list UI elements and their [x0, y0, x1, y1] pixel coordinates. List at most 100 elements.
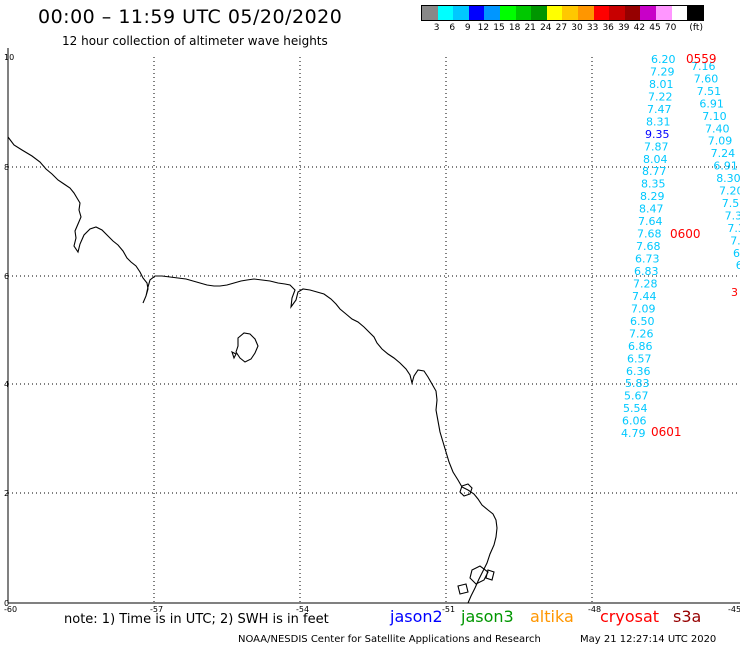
legend-swatch — [624, 6, 641, 20]
wave-height-label: 7.20 — [719, 185, 740, 198]
legend-label: (ft) — [689, 23, 703, 33]
generation-timestamp: May 21 12:27:14 UTC 2020 — [580, 634, 717, 645]
wave-height-label: 6.91 — [699, 97, 724, 110]
wave-height-label: 9.35 — [645, 128, 670, 141]
legend-label: 24 — [540, 23, 552, 33]
x-tick-label: -60 — [4, 605, 17, 614]
y-tick-label: 4 — [4, 380, 9, 389]
wave-height-label: 6.20 — [651, 53, 676, 66]
legend-swatch — [562, 6, 578, 20]
wave-height-label: 7.64 — [638, 215, 663, 228]
legend-swatch — [422, 6, 438, 20]
wave-height-label: 6.83 — [634, 265, 659, 278]
grid-lines — [8, 57, 740, 603]
tick-labels: -60 -57 -54 -51 -48 -45 0 2 4 6 8 10 — [4, 53, 740, 614]
legend-label: 12 — [477, 23, 490, 33]
wave-height-label: 4.79 — [621, 427, 646, 440]
legend-label: 45 — [649, 23, 661, 33]
legend-swatch — [546, 6, 563, 20]
time-label-0559: 0559 — [686, 52, 717, 66]
wave-height-label: 5.83 — [625, 377, 650, 390]
wave-height-label: 7.3 — [727, 222, 740, 235]
x-tick-label: -51 — [442, 605, 455, 614]
wave-height-label: 7.09 — [708, 135, 733, 148]
legend-swatch — [609, 6, 625, 20]
legend-swatch — [593, 6, 610, 20]
mission-cryosat: cryosat — [600, 607, 660, 626]
legend-label: 18 — [508, 23, 521, 33]
x-tick-label: -54 — [296, 605, 309, 614]
wave-track-left: 6.207.298.017.227.478.319.357.878.048.77… — [621, 53, 676, 440]
wave-height-label: 7.26 — [629, 327, 654, 340]
legend-label: 39 — [618, 23, 630, 33]
wave-track-right: 7.167.607.516.917.107.407.097.246.918.30… — [691, 60, 740, 299]
wave-height-label: 6 — [736, 259, 740, 272]
legend-swatch — [531, 6, 547, 20]
wave-height-label: 7.59 — [722, 197, 740, 210]
mission-jason2: jason2 — [390, 607, 443, 626]
credit-line: NOAA/NESDIS Center for Satellite Applica… — [238, 634, 541, 645]
legend-swatch — [655, 6, 672, 20]
wave-height-label: 7.0 — [730, 234, 740, 247]
wave-height-label: 8.29 — [640, 190, 665, 203]
legend-swatch — [437, 6, 454, 20]
color-legend: 3 6 9 12 15 18 21 24 27 30 33 36 39 42 45 70 (ft) — [421, 5, 704, 35]
wave-height-label: 7.24 — [711, 147, 736, 160]
coastline-main — [7, 136, 498, 604]
legend-labels: 3 6 9 12 15 18 21 24 27 30 33 36 39 42 45 70 (ft) — [421, 23, 704, 35]
wave-height-label: 6.57 — [627, 352, 652, 365]
y-tick-label: 10 — [4, 53, 14, 62]
x-tick-label: -57 — [150, 605, 163, 614]
wave-height-label: 8.30 — [716, 172, 740, 185]
map-frame — [7, 48, 740, 604]
legend-label: 42 — [633, 23, 646, 33]
wave-height-label: 8.31 — [646, 115, 671, 128]
wave-height-label: 5.67 — [624, 390, 649, 403]
wave-height-label: 6.50 — [630, 315, 655, 328]
wave-height-label: 6.73 — [635, 253, 660, 266]
x-tick-label: -48 — [588, 605, 601, 614]
wave-height-label: 7.47 — [647, 103, 672, 116]
wave-height-label: 7.16 — [691, 60, 716, 73]
wave-height-label: 6.86 — [628, 340, 653, 353]
legend-label: 33 — [586, 23, 599, 33]
time-label-0600: 0600 — [670, 227, 701, 241]
x-tick-label: -45 — [728, 605, 740, 614]
wave-height-label: 5.54 — [623, 402, 648, 415]
page-subtitle: 12 hour collection of altimeter wave hei… — [62, 34, 328, 48]
y-tick-label: 0 — [4, 599, 9, 608]
wave-height-label: 6. — [733, 247, 740, 260]
wave-height-label: 6.36 — [626, 365, 651, 378]
legend-label: 30 — [571, 23, 583, 33]
y-tick-label: 6 — [4, 272, 9, 281]
time-label-0601: 0601 — [651, 425, 682, 439]
wave-height-label: 8.35 — [641, 178, 666, 191]
footer-note: note: 1) Time is in UTC; 2) SWH is in fe… — [64, 612, 329, 627]
legend-swatch — [577, 6, 594, 20]
legend-color-bar — [421, 5, 704, 21]
wave-height-label: 7.44 — [632, 290, 657, 303]
legend-swatch — [499, 6, 516, 20]
wave-height-label: 7.68 — [636, 240, 661, 253]
page-title: 00:00 – 11:59 UTC 05/20/2020 — [38, 6, 343, 28]
wave-height-label: 7.87 — [644, 140, 669, 153]
wave-height-label: 7.60 — [694, 73, 719, 86]
legend-label: 9 — [464, 23, 471, 33]
island-small — [231, 350, 237, 360]
island — [235, 332, 259, 363]
y-tick-label: 2 — [4, 489, 9, 498]
mission-s3a: s3a — [673, 607, 702, 626]
coastline — [7, 136, 498, 604]
legend-label: 36 — [602, 23, 614, 33]
mission-altika: altika — [530, 607, 574, 626]
legend-swatch — [671, 6, 688, 20]
wave-height-label: 8.04 — [643, 153, 668, 166]
wave-height-label: 7.28 — [633, 278, 658, 291]
wave-height-label: 7.09 — [631, 302, 656, 315]
wave-height-label: 8.47 — [639, 203, 664, 216]
wave-height-label: 7.51 — [697, 85, 722, 98]
legend-label: 70 — [664, 23, 677, 33]
legend-label: 27 — [555, 23, 568, 33]
legend-label: 21 — [524, 23, 536, 33]
